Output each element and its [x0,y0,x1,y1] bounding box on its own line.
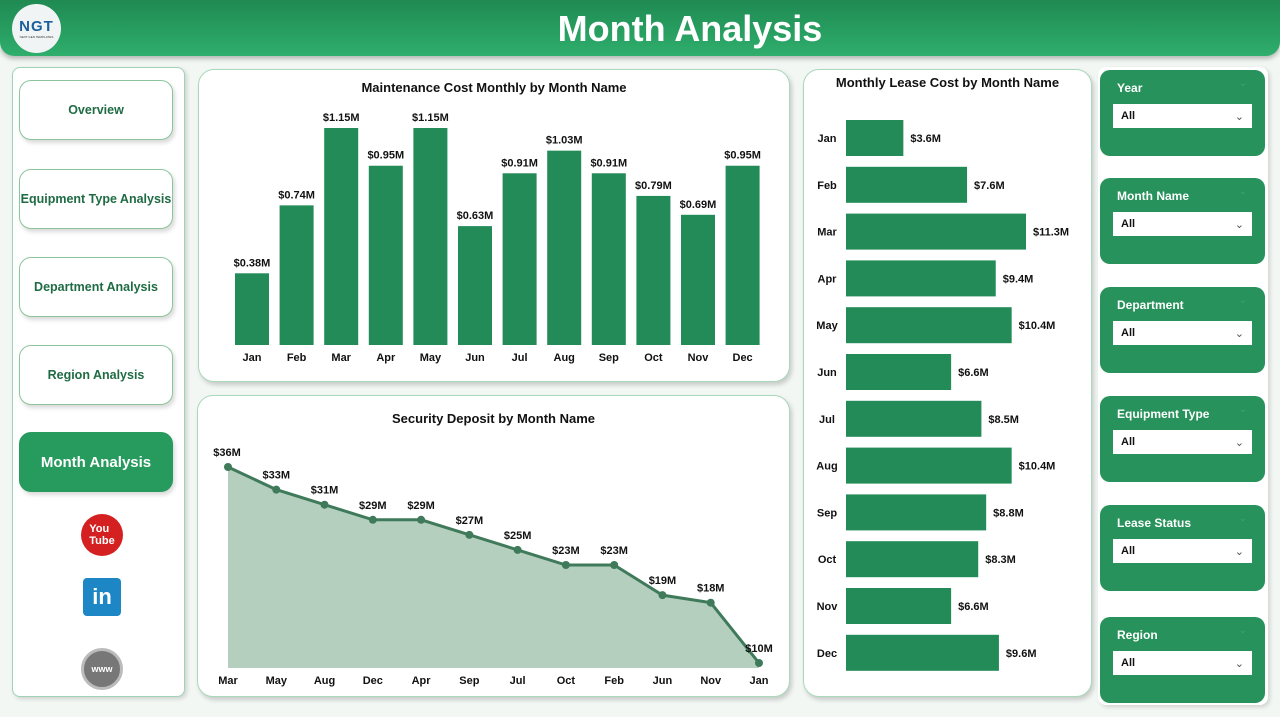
dropdown-value: All [1121,545,1136,557]
collapse-icon[interactable]: ⌄ [1238,186,1247,197]
slicer-dropdown[interactable]: All ⌄ [1113,651,1252,675]
slicer-lease-status: Lease Status ⌄ All ⌄ [1100,505,1265,591]
chart-title: Maintenance Cost Monthly by Month Name [361,80,627,95]
chevron-down-icon: ⌄ [1234,327,1244,340]
logo: NGT NEXT GEN TEMPLATES [12,4,61,53]
collapse-icon[interactable]: ⌄ [1238,625,1247,636]
slicer-equipment-type: Equipment Type ⌄ All ⌄ [1100,396,1265,482]
dropdown-value: All [1121,327,1136,339]
slicer-dropdown[interactable]: All ⌄ [1113,539,1252,563]
slicer-department: Department ⌄ All ⌄ [1100,287,1265,373]
slicer-dropdown[interactable]: All ⌄ [1113,212,1252,236]
chart-title: Monthly Lease Cost by Month Name [835,75,1060,90]
dropdown-value: All [1121,657,1136,669]
collapse-icon[interactable]: ⌄ [1238,78,1247,89]
chevron-down-icon: ⌄ [1234,436,1244,449]
slicer-dropdown[interactable]: All ⌄ [1113,104,1252,128]
chart-title: Security Deposit by Month Name [392,411,595,426]
dropdown-value: All [1121,436,1136,448]
lease-cost-card: Monthly Lease Cost by Month Name [803,69,1092,697]
slicer-label: Region [1117,628,1158,642]
nav-equipment-type-analysis[interactable]: Equipment Type Analysis [19,169,173,229]
nav-department-analysis[interactable]: Department Analysis [19,257,173,317]
nav-overview[interactable]: Overview [19,80,173,140]
slicer-label: Equipment Type [1117,407,1210,421]
dropdown-value: All [1121,218,1136,230]
slicer-label: Month Name [1117,189,1189,203]
nav-region-analysis[interactable]: Region Analysis [19,345,173,405]
chevron-down-icon: ⌄ [1234,218,1244,231]
website-icon[interactable]: www [81,648,123,690]
slicer-year: Year ⌄ All ⌄ [1100,70,1265,156]
slicer-dropdown[interactable]: All ⌄ [1113,321,1252,345]
collapse-icon[interactable]: ⌄ [1238,513,1247,524]
collapse-icon[interactable]: ⌄ [1238,295,1247,306]
sidebar-nav: Overview Equipment Type Analysis Departm… [12,67,185,697]
slicer-month-name: Month Name ⌄ All ⌄ [1100,178,1265,264]
youtube-icon[interactable]: You Tube [81,514,123,556]
slicer-label: Year [1117,81,1143,95]
page-title: Month Analysis [557,8,823,49]
chevron-down-icon: ⌄ [1234,545,1244,558]
collapse-icon[interactable]: ⌄ [1238,404,1247,415]
slicer-dropdown[interactable]: All ⌄ [1113,430,1252,454]
dropdown-value: All [1121,110,1136,122]
linkedin-icon[interactable]: in [83,578,121,616]
slicer-label: Lease Status [1117,516,1192,530]
header: NGT NEXT GEN TEMPLATES Month Analysis [0,0,1280,56]
chevron-down-icon: ⌄ [1234,110,1244,123]
slicer-region: Region ⌄ All ⌄ [1100,617,1265,703]
slicer-panel [1098,67,1268,705]
slicer-label: Department [1117,298,1184,312]
chevron-down-icon: ⌄ [1234,657,1244,670]
maintenance-cost-card: Maintenance Cost Monthly by Month Name [198,69,790,382]
security-deposit-card: Security Deposit by Month Name [197,395,790,697]
nav-month-analysis[interactable]: Month Analysis [19,432,173,492]
